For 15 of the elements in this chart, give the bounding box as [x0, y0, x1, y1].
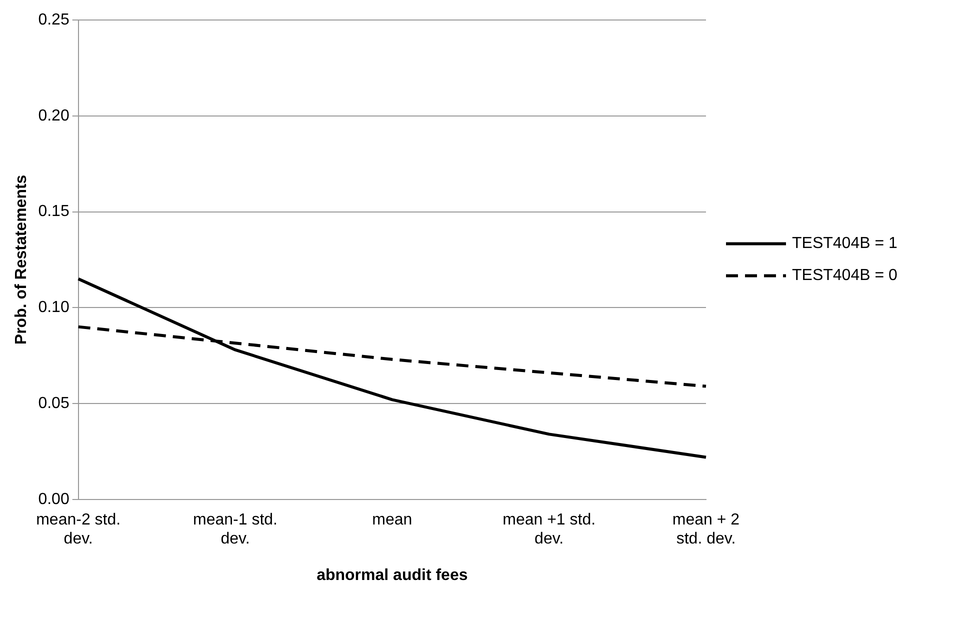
x-tick-label: mean-1 std. dev. [193, 511, 278, 548]
x-axis-title: abnormal audit fees [316, 566, 468, 584]
y-tick-label: 0.20 [38, 107, 70, 124]
x-tick-label: mean-2 std. dev. [36, 511, 121, 548]
y-tick-label: 0.05 [38, 394, 70, 412]
y-tick-label: 0.10 [38, 299, 70, 316]
y-axis-title: Prob. of Restatements [13, 174, 30, 345]
y-tick-label: 0.25 [38, 11, 70, 28]
legend-label: TEST404B = 1 [792, 235, 898, 252]
x-tick-label: mean +1 std. dev. [502, 511, 596, 548]
y-tick-label: 0.00 [38, 490, 70, 508]
y-tick-label: 0.15 [38, 203, 70, 220]
x-tick-label: mean [372, 511, 412, 528]
x-tick-label: mean + 2 std. dev. [672, 511, 740, 548]
legend-label: TEST404B = 0 [792, 267, 898, 284]
